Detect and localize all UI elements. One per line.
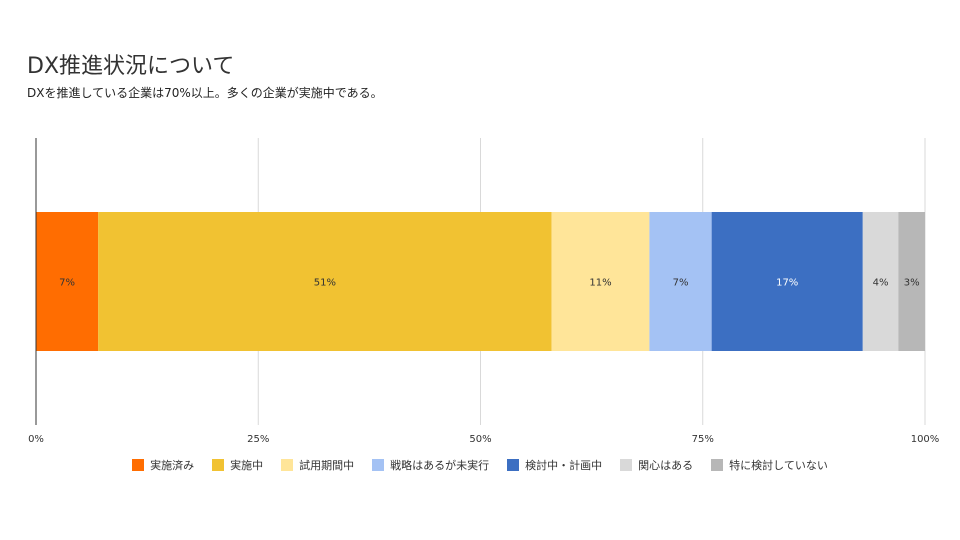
chart-title: DX推進状況について — [27, 54, 235, 79]
bar-segment — [551, 212, 650, 351]
bar-segment — [649, 212, 712, 351]
legend-swatch — [212, 459, 225, 471]
data-label: 17% — [776, 278, 798, 289]
x-tick-label: 50% — [469, 434, 491, 445]
legend-label: 戦略はあるが未実行 — [390, 459, 490, 472]
legend-label: 特に検討していない — [729, 459, 828, 472]
data-label: 4% — [873, 278, 889, 289]
data-label: 7% — [59, 278, 75, 289]
legend-label: 関心はある — [638, 459, 694, 472]
legend-item: 関心はある — [620, 457, 693, 473]
x-tick-label: 25% — [247, 434, 269, 445]
bar-segment — [711, 212, 863, 351]
data-label: 7% — [673, 278, 689, 289]
legend-swatch — [281, 459, 294, 471]
legend-swatch — [620, 459, 633, 471]
legend-item: 実施済み — [132, 457, 194, 473]
legend-item: 検討中・計画中 — [507, 457, 602, 473]
legend-item: 実施中 — [212, 457, 263, 473]
x-tick-label: 0% — [28, 434, 44, 445]
legend-label: 検討中・計画中 — [525, 459, 603, 472]
bar-segment — [36, 212, 99, 351]
chart-subtitle: DXを推進している企業は70%以上。多くの企業が実施中である。 — [27, 86, 383, 100]
x-tick-label: 100% — [911, 434, 940, 445]
legend-swatch — [507, 459, 520, 471]
data-label: 11% — [589, 278, 611, 289]
x-tick-label: 75% — [692, 434, 714, 445]
bar-segment — [98, 212, 552, 351]
legend-label: 実施済み — [150, 459, 195, 472]
legend-label: 実施中 — [230, 459, 264, 472]
legend-label: 試用期間中 — [299, 459, 355, 472]
legend-item: 戦略はあるが未実行 — [372, 457, 489, 473]
data-label: 51% — [314, 278, 336, 289]
legend-item: 試用期間中 — [281, 457, 354, 473]
legend-swatch — [711, 459, 724, 471]
legend-item: 特に検討していない — [711, 457, 828, 473]
chart-legend: 実施済み 実施中 試用期間中 戦略はあるが未実行 検討中・計画中 関心はある 特に検討してい… — [0, 457, 960, 473]
legend-swatch — [132, 459, 145, 471]
bar-segment — [862, 212, 899, 351]
legend-swatch — [372, 459, 385, 471]
bar-segment — [898, 212, 925, 351]
data-label: 3% — [904, 278, 920, 289]
